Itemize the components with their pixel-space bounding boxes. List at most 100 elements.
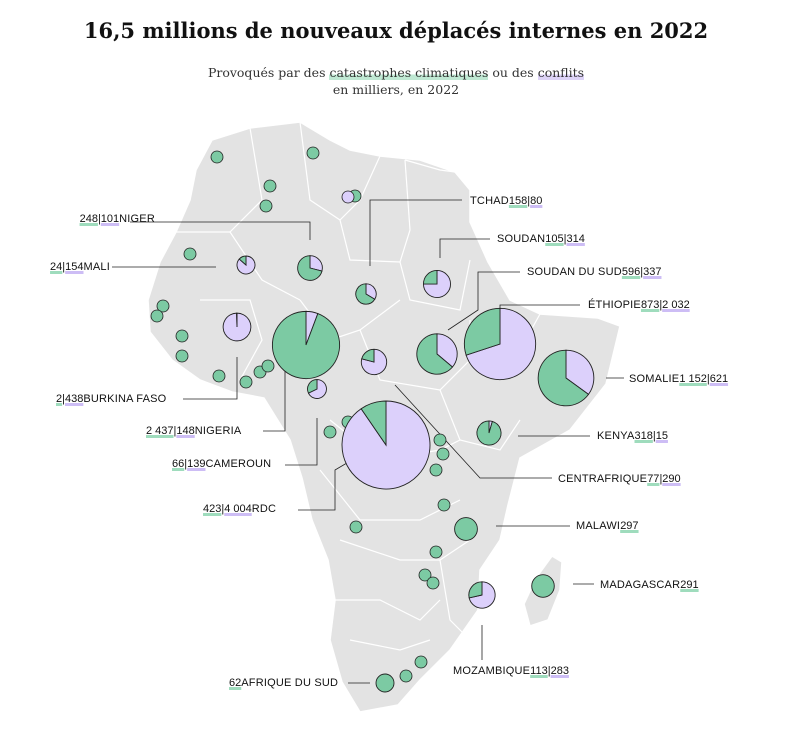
label-name-nigeria: NIGERIA [195, 425, 242, 437]
label-underline-conflict-niger [100, 223, 120, 226]
label-name-mali: MALI [84, 261, 110, 273]
label-underline-climate-nigeria [146, 435, 174, 438]
label-climate-rdc: 423 [203, 503, 221, 515]
small-dot-25 [399, 669, 413, 683]
label-name-rdc: RDC [252, 503, 276, 515]
small-dot-10 [239, 375, 253, 389]
small-dot-6 [150, 309, 164, 323]
small-dot-14 [323, 425, 337, 439]
small-dot-2 [306, 146, 320, 160]
label-conflict-ethiopie: 2 032 [662, 299, 690, 311]
label-somalie: SOMALIE 1 152 | 621 [629, 373, 729, 386]
leader-nigeria [263, 370, 286, 432]
pie-slice-climate-malawi [454, 517, 478, 541]
label-underline-conflict-centrafrique [662, 483, 681, 486]
label-name-soudan: SOUDAN [497, 233, 545, 245]
label-underline-climate-rdc [203, 513, 222, 516]
pie-slice-climate-centrafrique [361, 348, 375, 363]
pie-slice-climate-soudan [423, 270, 438, 285]
small-dot-20 [429, 545, 443, 559]
leader-tchad [369, 199, 462, 266]
label-niger: 248 | 101 NIGER [79, 213, 155, 226]
label-climate-mozambique: 113 [530, 665, 548, 677]
pie-ethiopie [463, 307, 537, 381]
label-conflict-tchad: 80 [530, 195, 542, 207]
small-dot-0 [210, 150, 224, 164]
pie-burkina-faso [222, 312, 252, 342]
label-conflict-mali: 154 [65, 261, 83, 273]
small-dot-24 [414, 655, 428, 669]
label-underline-climate-ethiopie [640, 309, 660, 312]
label-underline-conflict-mali [65, 271, 84, 274]
label-conflict-centrafrique: 290 [662, 473, 680, 485]
pie-slice-conflict-cameroun [307, 379, 327, 399]
label-underline-conflict-kenya [655, 440, 668, 443]
label-name-niger: NIGER [119, 213, 155, 225]
label-underline-conflict-burkina-faso [64, 403, 84, 406]
pie-madagascar [531, 574, 555, 598]
pie-slice-climate-soudan-du-sud [416, 333, 454, 375]
label-underline-climate-somalie [679, 383, 707, 386]
label-sep-ethiopie: | [659, 299, 662, 311]
label-sep-soudan: | [564, 233, 567, 245]
label-name-soudan-du-sud: SOUDAN DU SUD [527, 266, 622, 278]
label-soudan: SOUDAN 105 | 314 [497, 233, 585, 246]
label-underline-climate-tchad [508, 205, 528, 208]
label-burkina-faso: 2 | 438 BURKINA FASO [56, 393, 166, 406]
country-labels: 248 | 101 NIGER 24 | 154 MALI TCHAD 158 | … [50, 195, 729, 690]
leader-soudan [439, 238, 490, 258]
label-underline-climate-mozambique [530, 675, 548, 678]
label-conflict-niger: 101 [101, 213, 119, 225]
pie-nigeria [271, 310, 341, 380]
label-sep-cameroun: | [184, 458, 187, 470]
label-soudan-du-sud: SOUDAN DU SUD 596 | 337 [527, 266, 662, 279]
leader-rdc [298, 459, 353, 511]
label-sep-mali: | [62, 261, 65, 273]
label-sep-tchad: | [527, 195, 530, 207]
leader-lines [112, 199, 624, 684]
label-climate-malawi: 297 [620, 520, 638, 532]
leader-centrafrique [394, 384, 552, 479]
small-dot-22 [426, 576, 440, 590]
label-climate-soudan-du-sud: 596 [622, 266, 640, 278]
subtitle: Provoqués par des catastrophes climatiqu… [0, 64, 792, 98]
label-underline-climate-malawi [620, 530, 639, 533]
label-rdc: 423 | 4 004 RDC [203, 503, 276, 516]
label-underline-climate-afrique-du-sud [229, 687, 242, 690]
pie-soudan [423, 270, 451, 298]
pie-niger [297, 255, 323, 281]
label-cameroun: 66 | 139 CAMEROUN [172, 458, 271, 471]
pie-slice-climate-afrique-du-sud [375, 673, 395, 693]
leader-burkina-faso [183, 357, 238, 400]
legend-conflict: conflits [537, 65, 585, 80]
pie-kenya [476, 420, 502, 446]
label-underline-climate-soudan-du-sud [621, 276, 641, 279]
label-conflict-soudan: 314 [566, 233, 584, 245]
pie-slice-climate-rdc [360, 400, 387, 447]
label-name-tchad: TCHAD [470, 195, 509, 207]
label-name-centrafrique: CENTRAFRIQUE [558, 473, 647, 485]
small-dot-17 [436, 447, 450, 461]
label-madagascar: MADAGASCAR 291 [600, 579, 699, 592]
label-underline-climate-kenya [634, 440, 653, 443]
label-name-somalie: SOMALIE [629, 373, 679, 385]
label-climate-afrique-du-sud: 62 [229, 677, 241, 689]
pie-slice-conflict-ethiopie [465, 307, 537, 381]
label-name-malawi: MALAWI [576, 520, 620, 532]
label-name-mozambique: MOZAMBIQUE [453, 665, 530, 677]
label-climate-ethiopie: 873 [641, 299, 659, 311]
label-underline-climate-niger [79, 223, 98, 226]
pie-slice-climate-nigeria [271, 310, 341, 380]
label-climate-centrafrique: 77 [647, 473, 659, 485]
small-dot-8 [175, 349, 189, 363]
pie-slice-climate-niger [297, 255, 323, 281]
pie-markers [222, 255, 595, 693]
leader-cameroun [285, 418, 318, 466]
label-climate-niger: 248 [80, 213, 98, 225]
label-underline-conflict-nigeria [176, 435, 195, 438]
label-climate-soudan: 105 [545, 233, 563, 245]
label-climate-burkina-faso: 2 [56, 393, 62, 405]
label-underline-conflict-tchad [530, 205, 543, 208]
pie-tchad [355, 283, 377, 305]
